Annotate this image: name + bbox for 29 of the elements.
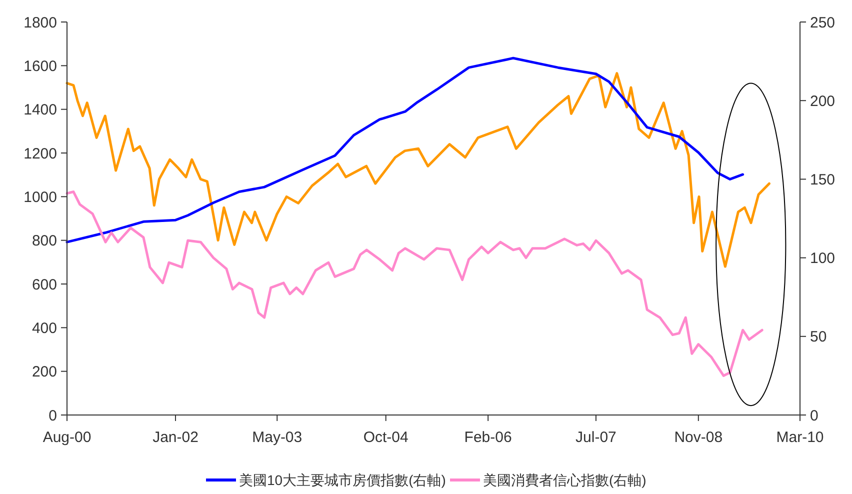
x-tick-label: Oct-04 xyxy=(363,429,408,446)
y-tick-label: 1800 xyxy=(24,14,57,32)
y-tick-label: 1000 xyxy=(24,188,57,206)
y-tick-label: 400 xyxy=(32,320,57,337)
line-series xyxy=(66,72,770,268)
y2-tick-label: 250 xyxy=(810,14,836,32)
legend-label: 美國10大主要城市房價指數(右軸) xyxy=(239,472,446,488)
y2-tick-label: 100 xyxy=(810,250,836,268)
y-tick-label: 200 xyxy=(32,364,57,381)
y-tick-label: 600 xyxy=(32,276,57,294)
line-series xyxy=(66,190,764,377)
x-tick-label: Nov-08 xyxy=(674,429,723,446)
x-tick-label: Mar-10 xyxy=(776,429,824,446)
y2-tick-label: 0 xyxy=(810,407,818,424)
x-tick-label: May-03 xyxy=(252,429,302,446)
y2-tick-label: 200 xyxy=(810,92,836,110)
x-tick-label: Feb-06 xyxy=(464,429,512,446)
y-tick-label: 1400 xyxy=(24,102,57,119)
y-tick-label: 1200 xyxy=(24,145,57,162)
y-tick-label: 1600 xyxy=(24,58,57,75)
x-tick-label: Jan-02 xyxy=(152,429,198,446)
y-tick-label: 800 xyxy=(32,232,57,250)
line-series xyxy=(66,56,744,244)
x-tick-label: Aug-00 xyxy=(42,429,92,446)
y2-tick-label: 150 xyxy=(810,171,836,188)
y2-tick-label: 50 xyxy=(810,328,827,346)
legend-label: 美國消費者信心指數(右軸) xyxy=(483,472,646,488)
y-tick-label: 0 xyxy=(48,407,57,424)
x-tick-label: Jul-07 xyxy=(576,429,616,446)
